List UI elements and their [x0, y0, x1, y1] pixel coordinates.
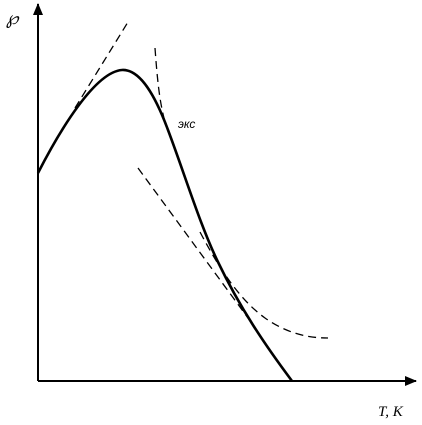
y-axis-label: ℘: [6, 8, 20, 28]
tangent-left: [74, 21, 129, 109]
tangent-line: [137, 167, 249, 319]
curve-label: экс: [178, 117, 195, 131]
tangent-peak: [154, 47, 166, 123]
asymptote-curve: [199, 231, 329, 339]
x-axis-label: T, K: [378, 404, 404, 420]
main-curve: [36, 68, 294, 382]
